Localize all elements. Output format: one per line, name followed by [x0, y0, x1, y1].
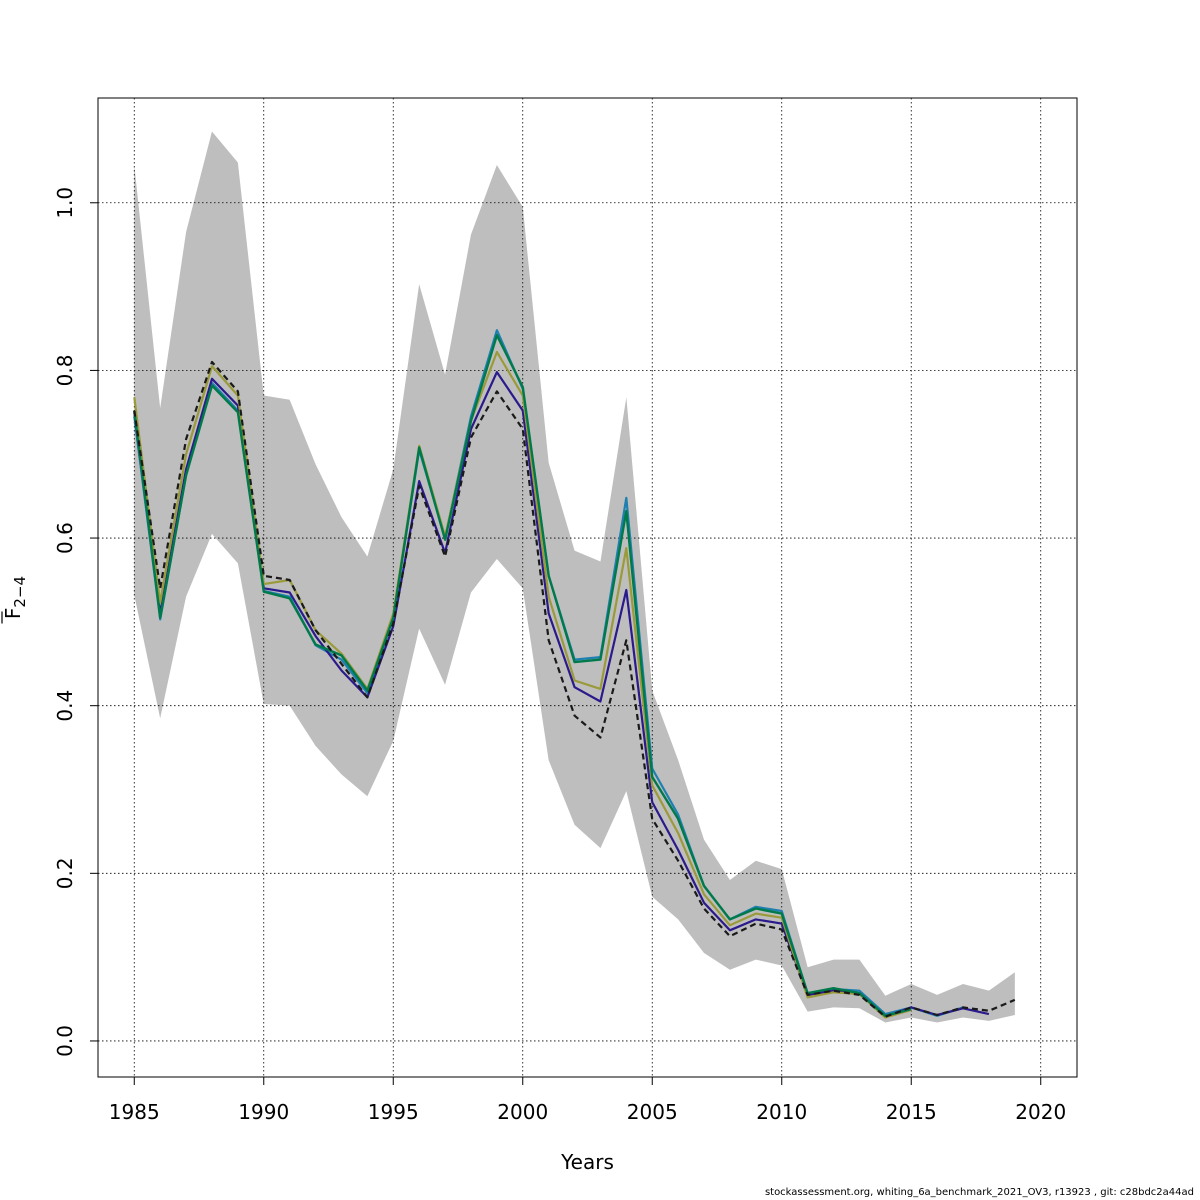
x-tick-label: 2005 — [627, 1100, 678, 1124]
x-tick-label: 1990 — [238, 1100, 289, 1124]
confidence-band-layer — [134, 131, 1015, 1023]
x-tick-label: 2015 — [886, 1100, 937, 1124]
footer-note: stockassessment.org, whiting_6a_benchmar… — [764, 1187, 1194, 1198]
y-axis-title: F2−4 — [1, 576, 29, 624]
series-layer — [133, 329, 1016, 1019]
x-tick-label: 1995 — [368, 1100, 419, 1124]
series-line-5 — [133, 360, 1016, 1018]
series-line-4 — [133, 334, 912, 1017]
confidence-band — [134, 131, 1015, 1023]
y-tick-label: 1.0 — [53, 187, 77, 219]
y-axis-title-text: F2−4 — [1, 576, 29, 619]
y-axis-title-subscript: 2−4 — [11, 576, 29, 608]
y-axis: 0.0 0.2 0.4 0.6 0.8 1.0 — [53, 187, 98, 1057]
x-axis: 1985 1990 1995 2000 2005 2010 2015 2020 — [109, 1076, 1066, 1124]
x-tick-label: 2000 — [497, 1100, 548, 1124]
y-tick-label: 0.2 — [53, 857, 77, 889]
y-tick-label: 0.6 — [53, 522, 77, 554]
x-tick-label: 2020 — [1015, 1100, 1066, 1124]
x-tick-label: 2010 — [756, 1100, 807, 1124]
y-tick-label: 0.4 — [53, 690, 77, 722]
y-axis-title-base: F — [1, 608, 25, 620]
y-tick-label: 0.8 — [53, 355, 77, 387]
x-axis-title: Years — [560, 1150, 614, 1174]
y-tick-label: 0.0 — [53, 1025, 77, 1057]
x-tick-label: 1985 — [109, 1100, 160, 1124]
